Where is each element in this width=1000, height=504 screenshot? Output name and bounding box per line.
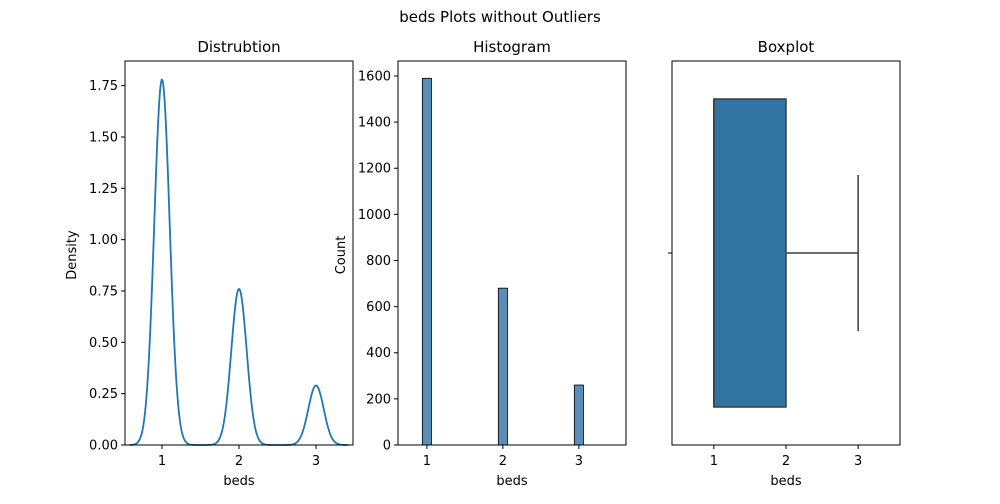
x-tick-label: 2 (499, 454, 507, 469)
y-axis-label: Density (65, 230, 80, 280)
y-tick-label: 1.75 (89, 79, 118, 94)
axes-frame (397, 60, 627, 446)
panel-boxplot: Boxplot beds 1 2 3 (668, 38, 901, 489)
panel-histogram: Histogram beds Count 1 2 3 0 200 400 600 800 100… (334, 38, 627, 489)
axes-frame (671, 60, 901, 446)
x-tick-label: 3 (854, 454, 862, 469)
y-tick-label: 1.00 (89, 233, 118, 248)
x-axis-label: beds (223, 474, 255, 489)
y-tick-label: 1000 (358, 208, 391, 223)
y-tick-label: 0.50 (89, 336, 118, 351)
x-tick-label: 1 (710, 454, 718, 469)
y-tick-label: 1.25 (89, 182, 118, 197)
panel-title: Distrubtion (197, 38, 280, 56)
y-tick-label: 800 (366, 254, 391, 269)
panel-title: Boxplot (758, 38, 815, 56)
x-tick-label: 1 (158, 454, 166, 469)
y-tick-label: 1400 (358, 116, 391, 131)
panel-title: Histogram (473, 38, 551, 56)
y-tick-label: 0.25 (89, 387, 118, 402)
histogram-bar (573, 384, 584, 446)
histogram-bar (421, 77, 432, 446)
x-tick-label: 2 (235, 454, 243, 469)
x-axis-label: beds (496, 474, 528, 489)
x-tick-label: 2 (782, 454, 790, 469)
y-tick-label: 0 (383, 439, 391, 454)
y-tick-label: 200 (366, 392, 391, 407)
y-tick-label: 600 (366, 300, 391, 315)
figure-suptitle: beds Plots without Outliers (399, 8, 601, 26)
y-tick-label: 0.75 (89, 284, 118, 299)
box (713, 98, 787, 408)
y-tick-label: 1.50 (89, 130, 118, 145)
y-axis-label: Count (334, 236, 349, 275)
x-tick-label: 3 (312, 454, 320, 469)
x-tick-label: 3 (575, 454, 583, 469)
panel-distribution: Distrubtion beds Density 1 2 3 0.00 0.25 0.50… (65, 38, 354, 489)
x-tick-label: 1 (423, 454, 431, 469)
x-axis-label: beds (770, 474, 802, 489)
y-tick-label: 1200 (358, 162, 391, 177)
density-line (129, 78, 349, 446)
axes-frame (124, 60, 354, 446)
histogram-bar (497, 287, 508, 446)
y-tick-label: 1600 (358, 69, 391, 84)
y-tick-label: 400 (366, 346, 391, 361)
y-tick-label: 0.00 (89, 439, 118, 454)
